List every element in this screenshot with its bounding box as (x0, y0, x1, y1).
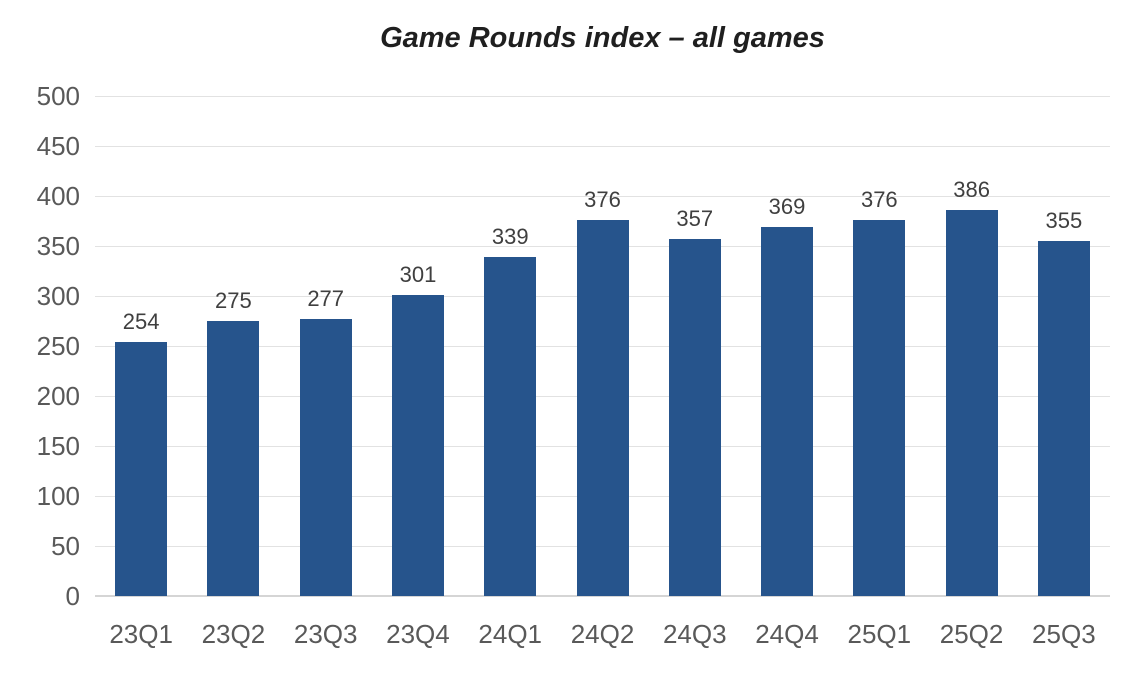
gridline (95, 196, 1110, 197)
y-tick-label: 200 (36, 381, 80, 411)
x-tick-label: 24Q1 (478, 619, 543, 649)
x-tick-label: 24Q4 (755, 619, 819, 649)
y-tick-label: 300 (36, 281, 80, 311)
bar-value-label: 277 (307, 286, 345, 311)
bar (207, 321, 260, 596)
bar-value-label: 376 (860, 187, 898, 212)
bar-value-label: 357 (676, 206, 714, 231)
y-tick-label: 500 (36, 81, 80, 111)
y-tick-label: 100 (36, 481, 80, 511)
bar (391, 295, 444, 596)
bar-value-label: 386 (953, 177, 990, 202)
zero-gridline (95, 595, 1110, 597)
x-tick-label: 24Q2 (570, 619, 635, 649)
x-tick-label: 24Q3 (662, 619, 727, 649)
bar (484, 257, 537, 596)
bar-value-label: 275 (215, 288, 252, 313)
x-tick-label: 23Q4 (386, 619, 450, 649)
chart-title: Game Rounds index – all games (380, 22, 825, 54)
x-tick-label: 23Q3 (293, 619, 358, 649)
y-tick-label: 350 (36, 231, 80, 261)
bar (668, 239, 721, 596)
bar-value-label: 339 (491, 224, 529, 249)
bar (576, 220, 629, 596)
bar (853, 220, 906, 596)
y-tick-label: 250 (36, 331, 80, 361)
plot-area: 254 275 277 301 339 376 357 369 376 386 355 (95, 96, 1110, 597)
x-tick-label: 23Q2 (201, 619, 266, 649)
y-tick-label: 450 (36, 131, 80, 161)
x-tick-label: 25Q1 (847, 619, 912, 649)
bar-value-label: 355 (1045, 208, 1083, 233)
y-tick-label: 150 (36, 431, 80, 461)
x-tick-label: 25Q3 (1032, 619, 1096, 649)
bar (1037, 241, 1090, 596)
gridline (95, 96, 1110, 97)
bar (115, 342, 168, 596)
x-tick-label: 25Q2 (939, 619, 1004, 649)
y-tick-label: 50 (51, 531, 80, 561)
y-tick-label: 0 (65, 581, 80, 611)
x-tick-label: 23Q1 (109, 619, 173, 649)
bar-value-label: 301 (399, 262, 437, 287)
bar (945, 210, 998, 596)
bar (761, 227, 814, 596)
bar-value-label: 376 (584, 187, 621, 212)
bar (299, 319, 352, 596)
y-tick-label: 400 (36, 181, 80, 211)
gridline (95, 146, 1110, 147)
bar-value-label: 369 (768, 194, 806, 219)
bar-value-label: 254 (122, 309, 160, 334)
